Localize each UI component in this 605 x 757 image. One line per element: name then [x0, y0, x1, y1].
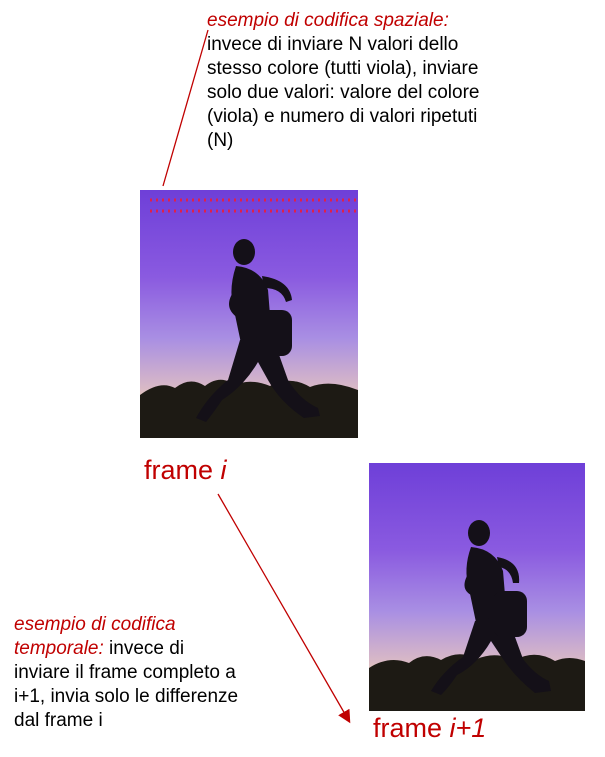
spatial-coding-annotation: esempio di codifica spaziale: invece di …	[207, 9, 597, 153]
temporal-line-3: i+1, invia solo le differenze	[14, 686, 239, 707]
temporal-line-1: temporale: invece di	[14, 637, 304, 661]
frame-label-prefix: frame	[373, 713, 450, 743]
frame-index: i	[220, 455, 227, 485]
temporal-line-4: dal frame i	[14, 710, 103, 731]
frame-index: i+1	[449, 713, 487, 743]
spatial-line-3: solo due valori: valore del colore	[207, 82, 480, 103]
runner-silhouette-image	[140, 239, 358, 438]
spatial-pointer-line	[162, 29, 209, 187]
frame-i-label: frame i	[144, 455, 227, 486]
temporal-coding-heading-2: temporale:	[14, 638, 104, 659]
temporal-line-1-rest: invece di	[103, 638, 185, 659]
frame-i-plus-1-label: frame i+1	[373, 713, 486, 744]
spatial-line-2: stesso colore (tutti viola), inviare	[207, 58, 479, 79]
spatial-line-5: (N)	[207, 130, 234, 151]
frame-label-prefix: frame	[144, 455, 221, 485]
frame-i-plus-1-image	[369, 463, 585, 711]
spatial-line-1: invece di inviare N valori dello	[207, 34, 459, 55]
temporal-line-2: inviare il frame completo a	[14, 662, 236, 683]
temporal-coding-heading-1: esempio di codifica	[14, 614, 176, 635]
frame-i-image	[140, 190, 358, 438]
spatial-line-4: (viola) e numero di valori ripetuti	[207, 106, 478, 127]
spatial-coding-heading: esempio di codifica spaziale:	[207, 10, 449, 31]
runner-silhouette-image	[369, 520, 585, 711]
temporal-coding-annotation: esempio di codifica temporale: invece di…	[14, 613, 304, 733]
